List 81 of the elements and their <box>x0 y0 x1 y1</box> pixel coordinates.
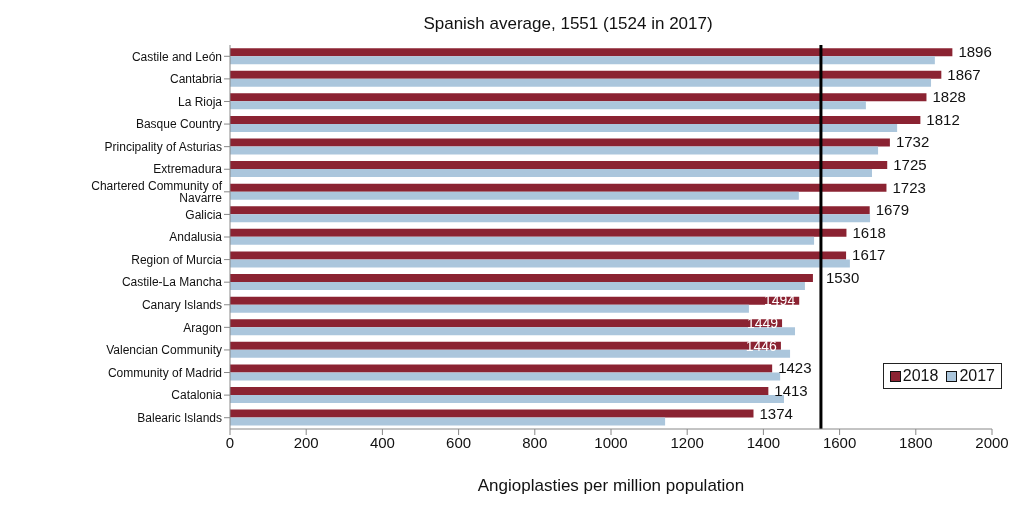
bar <box>230 161 888 170</box>
bar <box>230 123 898 132</box>
x-tick-label: 1600 <box>822 433 857 451</box>
bar <box>230 417 666 426</box>
y-tick-label: Principality of Asturias <box>104 139 222 154</box>
bar <box>230 70 942 79</box>
bar <box>230 183 887 192</box>
bar <box>230 78 932 87</box>
x-tick-label: 200 <box>293 433 319 451</box>
bar <box>230 169 872 178</box>
data-label: 1896 <box>958 43 992 61</box>
bar <box>230 327 796 336</box>
bar <box>230 372 781 381</box>
y-tick-label: Balearic Islands <box>137 410 222 425</box>
y-tick-label: Valencian Community <box>106 343 222 358</box>
bar <box>230 191 799 200</box>
bar <box>230 282 805 291</box>
x-tick-label: 1200 <box>670 433 704 451</box>
x-tick-label: 600 <box>446 433 472 451</box>
data-label: 1828 <box>932 88 966 106</box>
y-tick-label: Castile and León <box>131 49 222 64</box>
data-label: 1723 <box>892 178 926 196</box>
data-label: 1423 <box>778 359 812 377</box>
bar <box>230 274 813 283</box>
bar <box>230 409 754 418</box>
bar <box>230 296 800 305</box>
x-tick-label: 1800 <box>899 433 933 451</box>
bar <box>230 146 879 155</box>
data-label: 1617 <box>852 246 886 264</box>
y-tick-label: Extremadura <box>153 162 223 177</box>
y-tick-label: Chartered Community of Navarre <box>91 179 223 206</box>
x-axis-title: Angioplasties per million population <box>477 476 745 495</box>
chart-title: Spanish average, 1551 (1524 in 2017) <box>422 14 714 34</box>
data-label: 1812 <box>926 110 960 128</box>
y-tick-label: Canary Islands <box>141 298 222 313</box>
x-tick-label: 2000 <box>975 433 1009 451</box>
legend-label: 2017 <box>958 367 995 385</box>
bar <box>230 304 749 313</box>
bar <box>230 319 783 328</box>
bar <box>230 349 791 358</box>
bar <box>230 364 773 373</box>
bar <box>230 93 927 102</box>
y-tick-label: Cantabria <box>169 72 223 87</box>
data-label: 1618 <box>852 223 886 241</box>
bar <box>230 48 953 57</box>
data-label: 1679 <box>875 201 910 219</box>
bar <box>230 251 847 260</box>
data-label: 1446 <box>745 337 778 354</box>
y-tick-label: La Rioja <box>177 94 223 109</box>
data-label: 1530 <box>825 269 860 287</box>
x-tick-label: 800 <box>522 433 548 451</box>
y-tick-label: Region of Murcia <box>131 252 223 267</box>
bar <box>230 56 935 65</box>
x-tick-label: 1000 <box>594 433 628 451</box>
y-tick-label: Aragon <box>183 320 222 335</box>
x-tick-label: 400 <box>369 433 395 451</box>
y-tick-label: Galicia <box>185 207 223 222</box>
bar <box>230 214 871 223</box>
bar <box>230 206 870 215</box>
bar <box>230 115 921 124</box>
bar <box>230 386 769 395</box>
data-label: 1867 <box>947 65 981 83</box>
bar <box>230 394 784 403</box>
y-tick-label: Castile-La Mancha <box>121 275 223 290</box>
bar <box>230 138 890 147</box>
bar <box>230 236 815 245</box>
y-tick-label: Community of Madrid <box>107 365 222 380</box>
data-label: 1413 <box>774 381 808 399</box>
bar <box>230 341 781 350</box>
y-tick-label: Andalusia <box>169 230 223 245</box>
x-tick-label: 1400 <box>746 433 781 451</box>
x-tick-label: 0 <box>225 433 235 451</box>
data-label: 1725 <box>893 156 927 174</box>
legend-label: 2018 <box>901 367 939 385</box>
data-label: 1374 <box>759 404 793 422</box>
bar <box>230 259 850 268</box>
data-label: 1732 <box>895 133 930 151</box>
y-tick-label: Catalonia <box>171 388 223 403</box>
y-tick-label: Basque Country <box>135 117 222 132</box>
bar <box>230 228 847 237</box>
bar <box>230 101 866 110</box>
